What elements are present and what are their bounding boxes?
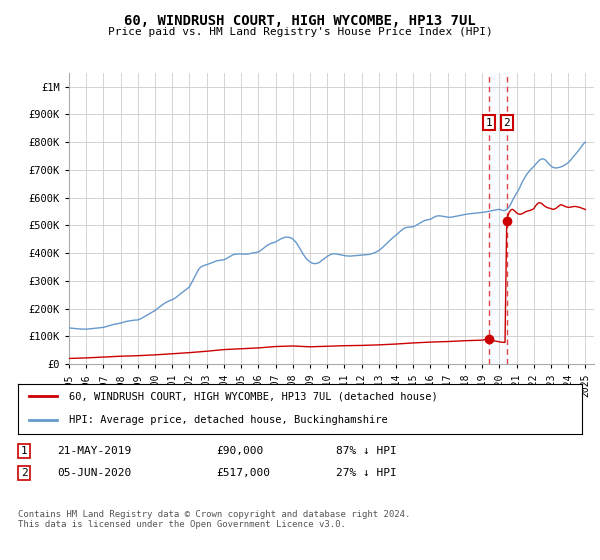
Text: 87% ↓ HPI: 87% ↓ HPI	[336, 446, 397, 456]
Text: £517,000: £517,000	[216, 468, 270, 478]
Text: 05-JUN-2020: 05-JUN-2020	[57, 468, 131, 478]
Text: 60, WINDRUSH COURT, HIGH WYCOMBE, HP13 7UL: 60, WINDRUSH COURT, HIGH WYCOMBE, HP13 7…	[124, 14, 476, 28]
Text: 60, WINDRUSH COURT, HIGH WYCOMBE, HP13 7UL (detached house): 60, WINDRUSH COURT, HIGH WYCOMBE, HP13 7…	[69, 391, 437, 401]
Text: £90,000: £90,000	[216, 446, 263, 456]
Text: 2: 2	[20, 468, 28, 478]
Text: 21-MAY-2019: 21-MAY-2019	[57, 446, 131, 456]
Text: Price paid vs. HM Land Registry's House Price Index (HPI): Price paid vs. HM Land Registry's House …	[107, 27, 493, 37]
Text: 1: 1	[20, 446, 28, 456]
Text: 2: 2	[503, 118, 510, 128]
Text: 27% ↓ HPI: 27% ↓ HPI	[336, 468, 397, 478]
Text: HPI: Average price, detached house, Buckinghamshire: HPI: Average price, detached house, Buck…	[69, 415, 388, 425]
Text: Contains HM Land Registry data © Crown copyright and database right 2024.
This d: Contains HM Land Registry data © Crown c…	[18, 510, 410, 529]
Bar	[488, 73, 507, 364]
Text: 1: 1	[485, 118, 492, 128]
